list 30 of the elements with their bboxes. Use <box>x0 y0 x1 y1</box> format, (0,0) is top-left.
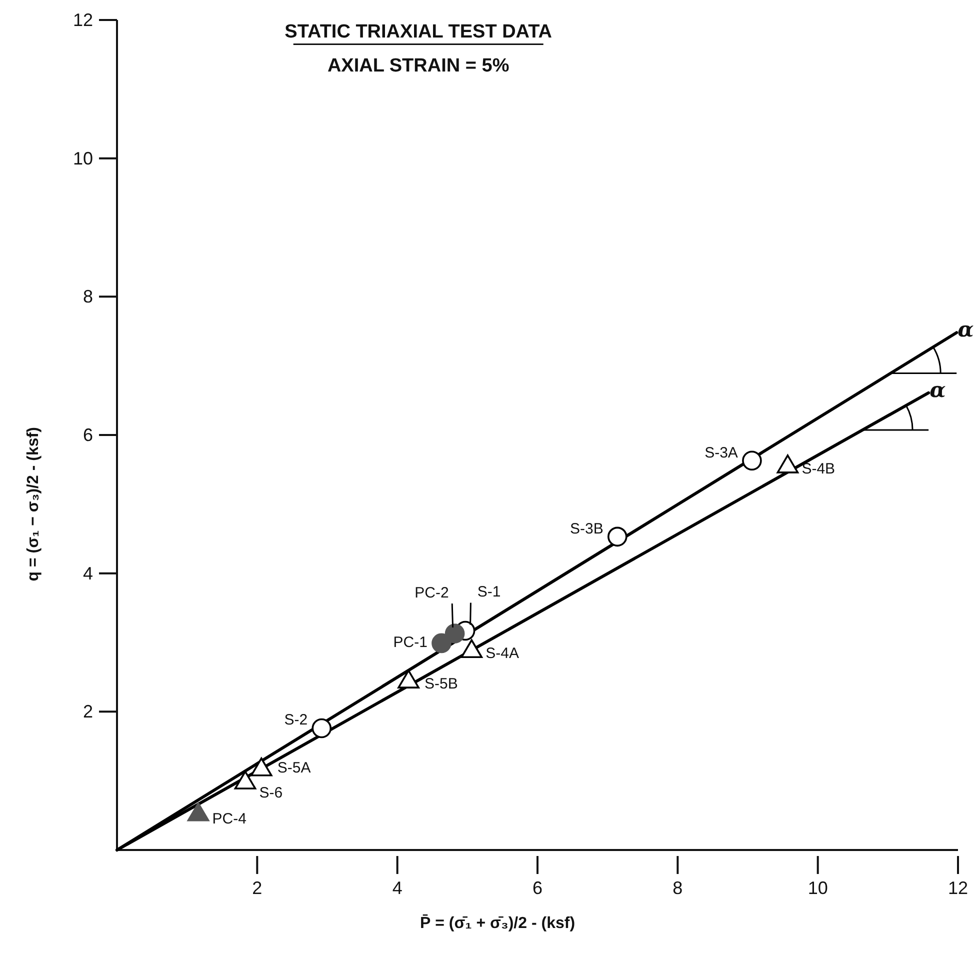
annotation: S-4A <box>486 645 519 662</box>
x-tick-label: 4 <box>392 878 402 898</box>
annotation: S-1 <box>477 584 501 601</box>
y-tick-label: 8 <box>82 286 93 307</box>
text: AXIAL STRAIN = 5% <box>327 55 510 76</box>
annotation: S-2 <box>284 711 308 728</box>
annotation: S-6 <box>259 784 283 802</box>
annotation: α <box>958 316 974 342</box>
y-tick-label: 12 <box>72 10 93 30</box>
x-tick-label: 6 <box>532 878 543 898</box>
x-tick-label: 12 <box>948 878 968 898</box>
x-tick-label: 2 <box>252 878 262 898</box>
y-tick-label: 4 <box>82 563 93 584</box>
y-tick-label: 6 <box>82 425 93 445</box>
annotation: S-5B <box>424 676 458 693</box>
annotation: PC-1 <box>393 634 428 652</box>
x-tick-label: 10 <box>808 878 828 898</box>
annotation: α <box>930 376 946 402</box>
annotation: S-5A <box>277 759 311 776</box>
annotation: S-3B <box>570 520 604 538</box>
x-tick-label: 8 <box>672 878 683 898</box>
annotation: S-3A <box>704 444 738 462</box>
chart-title: STATIC TRIAXIAL TEST DATA <box>284 21 552 42</box>
annotation: S-4B <box>802 460 836 478</box>
y-tick-label: 10 <box>72 148 93 168</box>
y-tick-label: 2 <box>82 702 93 722</box>
x-axis-title: P̄ = (σ̄₁ + σ̄₃)/2 - (ksf) <box>420 914 576 932</box>
y-axis-title: q = (σ₁ − σ₃)/2 - (ksf) <box>25 427 42 582</box>
annotation: PC-2 <box>414 584 449 602</box>
annotation: PC-4 <box>212 810 246 828</box>
